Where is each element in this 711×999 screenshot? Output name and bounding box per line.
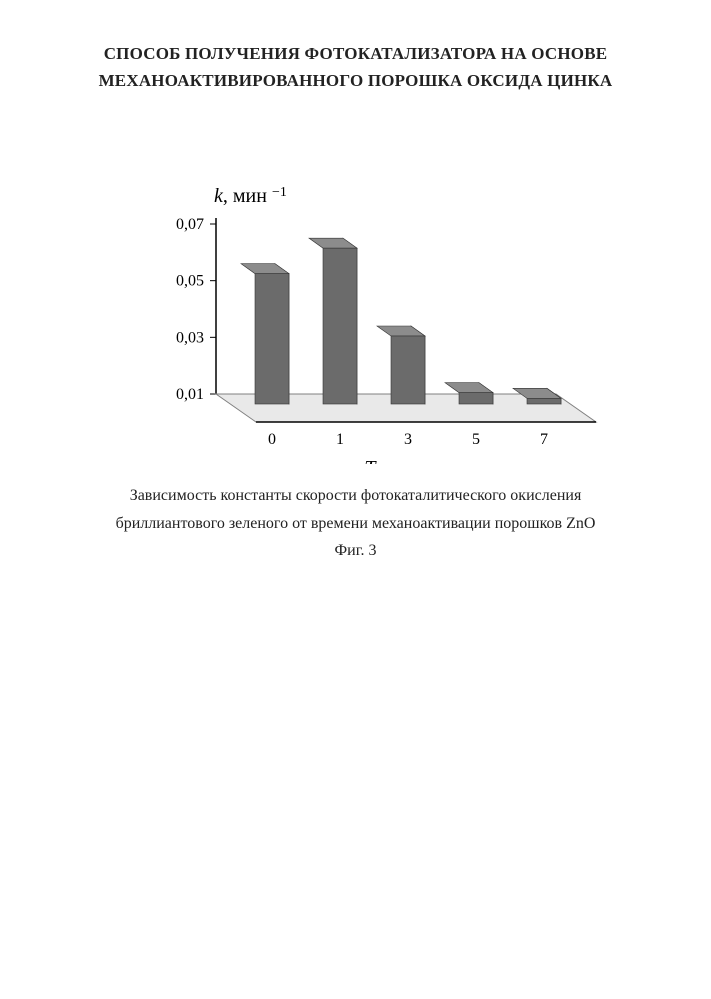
x-tick-label: 7 <box>540 431 548 448</box>
caption-line-2: бриллиантового зеленого от времени механ… <box>116 515 596 532</box>
title-line-2: МЕХАНОАКТИВИРОВАННОГО ПОРОШКА ОКСИДА ЦИН… <box>99 71 613 90</box>
bar-top <box>309 239 357 249</box>
y-tick-label: 0,05 <box>176 273 204 290</box>
bar-top <box>445 383 493 393</box>
x-tick-label: 5 <box>472 431 480 448</box>
bar <box>377 326 425 404</box>
y-tick-label: 0,03 <box>176 330 204 347</box>
caption-line-1: Зависимость константы скорости фотокатал… <box>130 487 582 504</box>
x-tick-label: 3 <box>404 431 412 448</box>
x-axis-title: T акт , мин <box>364 457 448 464</box>
bar-chart-3d: 0,01 0,03 0,05 0,07 0 1 3 5 7 k, мин −1 T акт , ми… <box>96 124 616 464</box>
x-tick-label: 1 <box>336 431 344 448</box>
bar-front <box>459 393 493 404</box>
y-tick-label: 0,07 <box>176 216 204 233</box>
x-tick-label: 0 <box>268 431 276 448</box>
bar-front <box>527 399 561 405</box>
chart-container: 0,01 0,03 0,05 0,07 0 1 3 5 7 k, мин −1 T акт , ми… <box>96 124 616 464</box>
bar-front <box>323 249 357 405</box>
bar-top <box>377 326 425 336</box>
document-title: СПОСОБ ПОЛУЧЕНИЯ ФОТОКАТАЛИЗАТОРА НА ОСН… <box>50 40 661 94</box>
bar-front <box>391 336 425 404</box>
caption-line-3: Фиг. 3 <box>335 542 377 559</box>
page: СПОСОБ ПОЛУЧЕНИЯ ФОТОКАТАЛИЗАТОРА НА ОСН… <box>0 0 711 999</box>
bar <box>241 264 289 404</box>
figure-caption: Зависимость константы скорости фотокатал… <box>50 482 661 564</box>
title-line-1: СПОСОБ ПОЛУЧЕНИЯ ФОТОКАТАЛИЗАТОРА НА ОСН… <box>104 44 608 63</box>
bar-front <box>255 274 289 404</box>
y-tick-label: 0,01 <box>176 386 204 403</box>
y-axis-title: k, мин −1 <box>214 185 287 207</box>
bar-top <box>241 264 289 274</box>
bar <box>309 239 357 405</box>
